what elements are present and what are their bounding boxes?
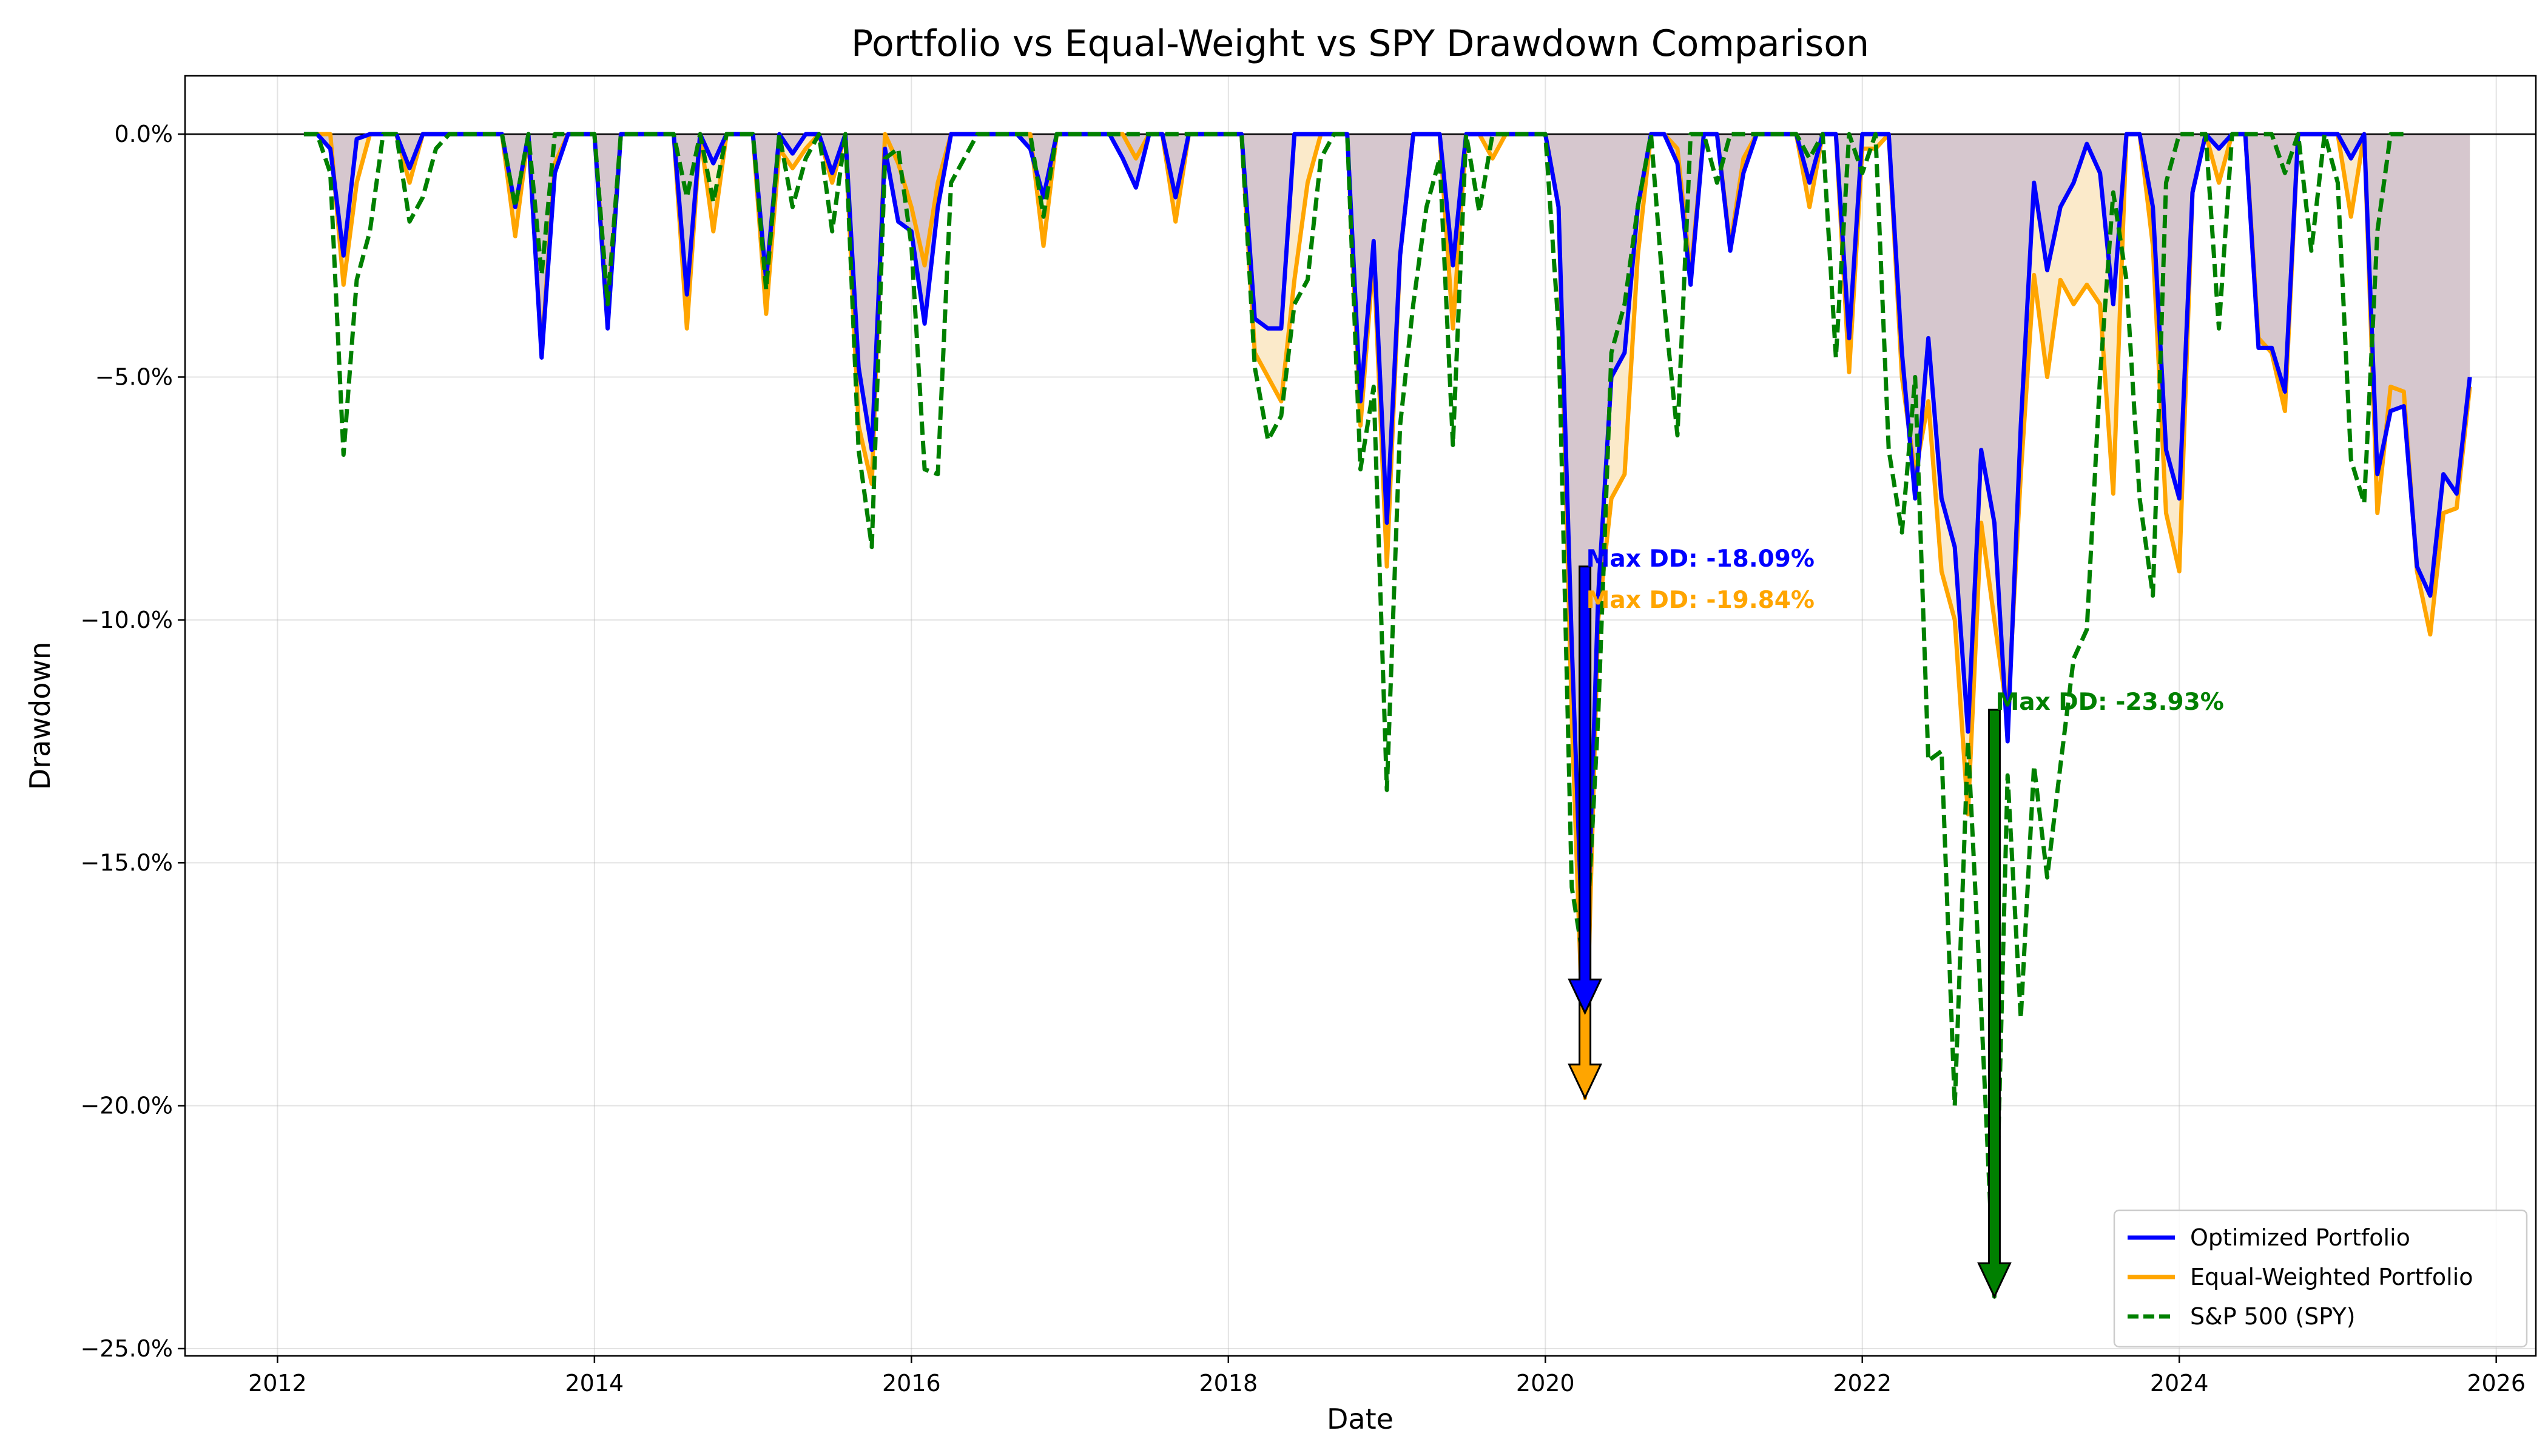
- plot-area: Max DD: -18.09% Max DD: -19.84% Max DD: -2…: [80, 75, 2537, 1397]
- equal-weight-fill-area: [303, 134, 2470, 1098]
- series-line-2: [303, 132, 2404, 1299]
- max-drawdown-arrow: [1977, 709, 2012, 1299]
- max-drawdown-label: Max DD: -19.84%: [1586, 587, 1815, 614]
- legend: Optimized Portfolio Equal-Weighted Portfo…: [2113, 1209, 2528, 1348]
- optimized-fill-area: [303, 134, 2470, 1013]
- y-tick-label: 0.0%: [114, 121, 173, 147]
- max-drawdown-label: Max DD: -23.93%: [1995, 689, 2223, 716]
- chart-title: Portfolio vs Equal-Weight vs SPY Drawdow…: [851, 22, 1869, 65]
- x-tick-label: 2020: [1516, 1370, 1575, 1397]
- legend-box: [2113, 1209, 2528, 1348]
- legend-label: Optimized Portfolio: [2190, 1224, 2410, 1251]
- x-tick-label: 2014: [565, 1370, 624, 1397]
- y-axis-label: Drawdown: [24, 642, 56, 790]
- y-tick-label: −25.0%: [80, 1335, 173, 1362]
- x-tick-label: 2026: [2467, 1370, 2526, 1397]
- x-tick-label: 2022: [1833, 1370, 1892, 1397]
- x-tick-label: 2018: [1199, 1370, 1258, 1397]
- y-tick-label: −20.0%: [80, 1093, 173, 1119]
- x-tick-label: 2024: [2150, 1370, 2209, 1397]
- max-drawdown-label: Max DD: -18.09%: [1586, 545, 1815, 573]
- plot-frame: [184, 75, 2537, 1357]
- y-tick-label: −15.0%: [80, 849, 173, 876]
- y-tick-label: −10.0%: [80, 607, 173, 633]
- x-axis-label: Date: [1327, 1403, 1394, 1435]
- legend-label: Equal-Weighted Portfolio: [2190, 1264, 2473, 1290]
- x-tick-label: 2012: [248, 1370, 307, 1397]
- max-drawdown-arrow: [1568, 565, 1602, 1016]
- legend-label: S&P 500 (SPY): [2190, 1303, 2355, 1330]
- y-tick-label: −5.0%: [95, 363, 173, 390]
- x-tick-label: 2016: [882, 1370, 941, 1397]
